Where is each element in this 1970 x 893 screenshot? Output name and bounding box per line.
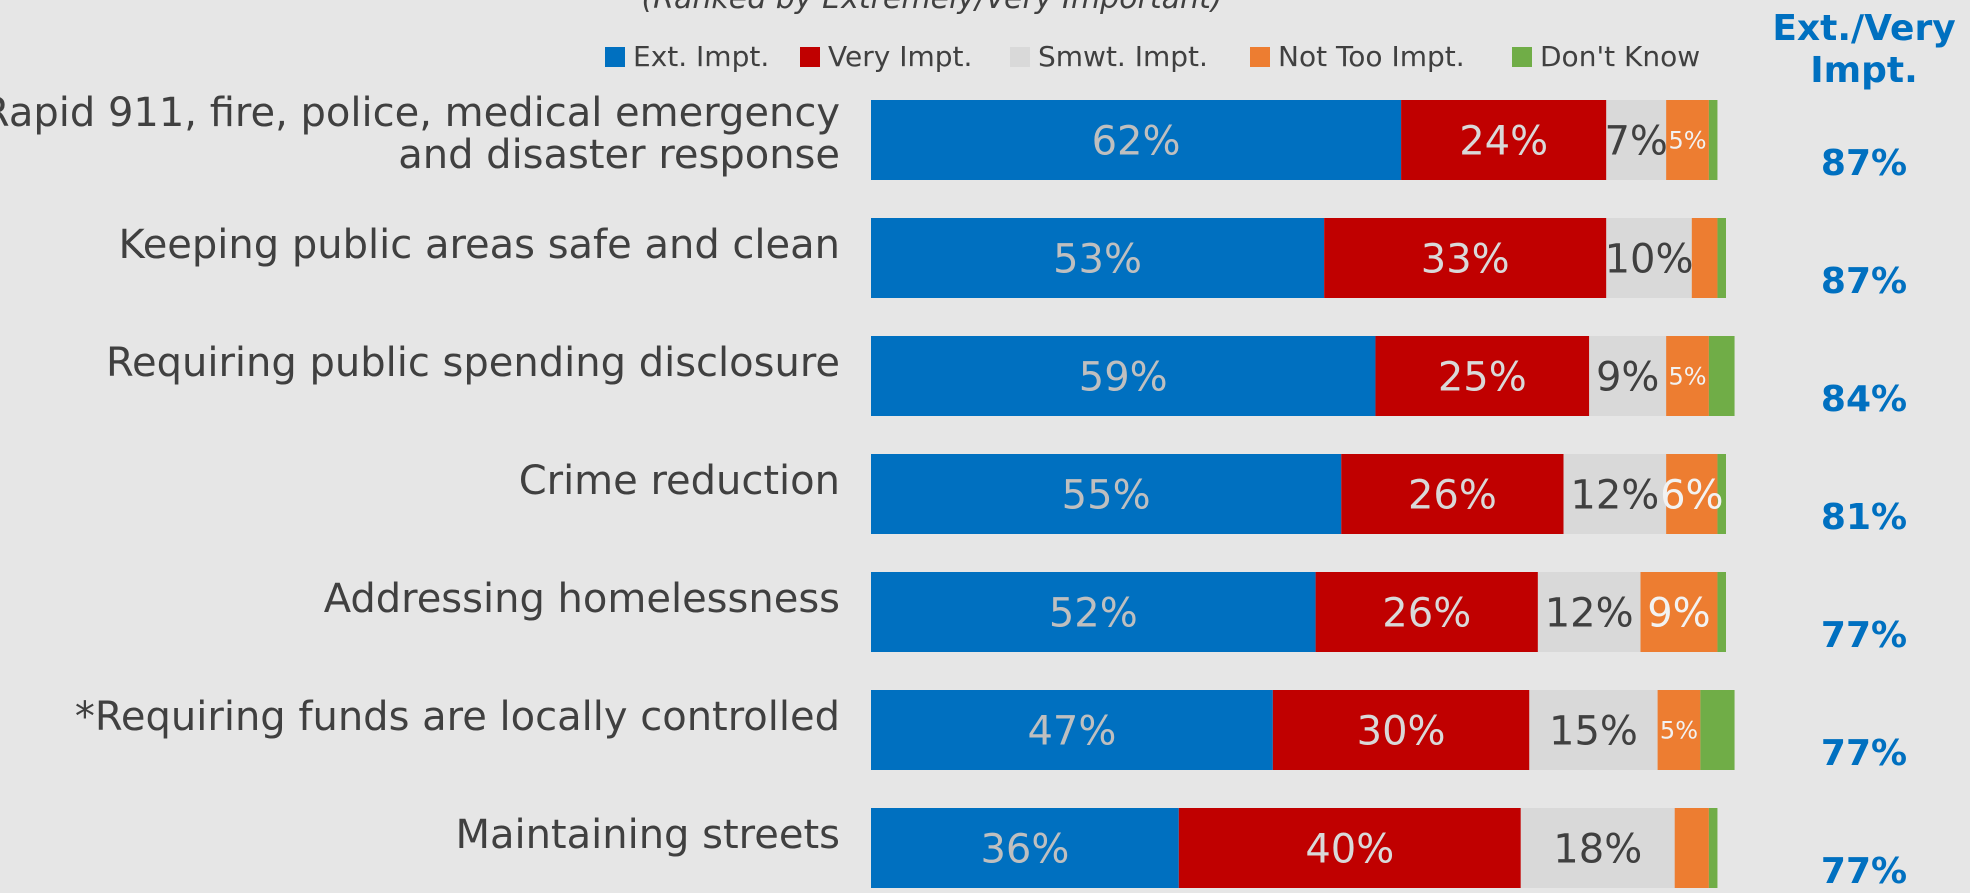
bar-segment-5-1: [1272, 690, 1530, 770]
segment-label-1-0: 53%: [1053, 236, 1142, 282]
bar-segment-3-3: [1666, 454, 1718, 534]
bar-segment-6-0: [871, 808, 1179, 888]
bar-segment-2-3: [1666, 336, 1709, 416]
bar-segment-0-2: [1606, 100, 1667, 180]
segment-label-5-1: 30%: [1357, 708, 1446, 754]
bar-segment-0-3: [1666, 100, 1709, 180]
legend-swatch-3: [1250, 47, 1270, 67]
segment-label-3-0: 55%: [1062, 472, 1151, 518]
bar-segment-6-4: [1708, 808, 1718, 888]
category-label-4: Addressing homelessness: [324, 576, 840, 622]
segment-label-6-1: 40%: [1305, 826, 1394, 872]
totals-header-line-1: Impt.: [1810, 50, 1918, 91]
segment-label-0-2: 7%: [1604, 118, 1667, 164]
bar-segment-4-2: [1537, 572, 1641, 652]
total-value-0: 87%: [1821, 143, 1907, 184]
segment-label-3-1: 26%: [1408, 472, 1497, 518]
totals-column: 87% 87% 84% 81% 77% 77% 77%: [1821, 143, 1907, 892]
total-value-6: 77%: [1821, 851, 1907, 892]
segment-label-4-3: 9%: [1647, 590, 1710, 636]
bar-segment-6-2: [1520, 808, 1675, 888]
legend-label-1: Very Impt.: [828, 40, 972, 73]
bar-segment-1-2: [1606, 218, 1692, 298]
category-label-1: Keeping public areas safe and clean: [118, 222, 840, 268]
legend-label-4: Don't Know: [1540, 40, 1700, 73]
segment-label-1-1: 33%: [1421, 236, 1510, 282]
segment-label-4-2: 12%: [1545, 590, 1634, 636]
bars: [871, 100, 1735, 888]
bar-segment-3-1: [1341, 454, 1564, 534]
bar-segment-3-2: [1563, 454, 1667, 534]
legend-label-0: Ext. Impt.: [633, 40, 769, 73]
total-value-1: 87%: [1821, 261, 1907, 302]
chart-subtitle: (Ranked by Extremely/Very Important): [641, 0, 1222, 16]
segment-label-5-2: 15%: [1549, 708, 1638, 754]
category-label-5: *Requiring funds are locally controlled: [75, 694, 840, 740]
segment-label-6-2: 18%: [1553, 826, 1642, 872]
bar-segment-5-2: [1529, 690, 1658, 770]
bar-segment-4-0: [871, 572, 1316, 652]
bar-segment-4-4: [1717, 572, 1726, 652]
total-value-2: 84%: [1821, 379, 1907, 420]
bar-segment-4-3: [1640, 572, 1718, 652]
segment-label-2-3: 5%: [1668, 363, 1706, 391]
bar-segment-2-0: [871, 336, 1376, 416]
segment-label-5-0: 47%: [1027, 708, 1116, 754]
category-label-0-line-0: Rapid 911, fire, police, medical emergen…: [0, 90, 840, 136]
segment-label-0-1: 24%: [1459, 118, 1548, 164]
category-label-0: Rapid 911, fire, police, medical emergen…: [0, 90, 840, 178]
total-value-5: 77%: [1821, 733, 1907, 774]
category-label-2: Requiring public spending disclosure: [106, 340, 840, 386]
segment-labels: 62% 24% 7% 5%53% 33% 10%59% 25% 9% 5%55% 26% 12% 6%…: [980, 118, 1723, 872]
bar-segment-6-1: [1178, 808, 1521, 888]
bar-segment-5-4: [1700, 690, 1735, 770]
bar-segment-6-3: [1674, 808, 1709, 888]
legend: Ext. Impt. Very Impt. Smwt. Impt. Not Too I…: [605, 40, 1700, 73]
category-labels: Rapid 911, fire, police, medical emergen…: [0, 90, 840, 858]
bar-segment-3-4: [1717, 454, 1726, 534]
segment-label-4-0: 52%: [1049, 590, 1138, 636]
legend-label-3: Not Too Impt.: [1278, 40, 1465, 73]
segment-label-0-0: 62%: [1092, 118, 1181, 164]
segment-label-4-1: 26%: [1382, 590, 1471, 636]
segment-label-2-0: 59%: [1079, 354, 1168, 400]
legend-swatch-1: [800, 47, 820, 67]
total-value-3: 81%: [1821, 497, 1907, 538]
bar-segment-0-0: [871, 100, 1402, 180]
category-label-6: Maintaining streets: [455, 812, 840, 858]
category-label-0-line-1: and disaster response: [398, 132, 840, 178]
bar-segment-0-1: [1401, 100, 1607, 180]
legend-swatch-4: [1512, 47, 1532, 67]
segment-label-6-0: 36%: [980, 826, 1069, 872]
segment-label-0-3: 5%: [1668, 127, 1706, 155]
segment-label-3-2: 12%: [1570, 472, 1659, 518]
segment-label-1-2: 10%: [1605, 236, 1694, 282]
bar-segment-1-1: [1324, 218, 1607, 298]
bar-segment-2-2: [1589, 336, 1667, 416]
bar-segment-4-1: [1315, 572, 1538, 652]
bar-segment-1-4: [1717, 218, 1726, 298]
category-label-3: Crime reduction: [519, 458, 840, 504]
bar-segment-1-3: [1691, 218, 1718, 298]
segment-label-2-1: 25%: [1438, 354, 1527, 400]
segment-label-5-3: 5%: [1660, 717, 1698, 745]
bar-segment-5-0: [871, 690, 1273, 770]
totals-header-line-0: Ext./Very: [1772, 8, 1955, 49]
legend-swatch-0: [605, 47, 625, 67]
bar-segment-3-0: [871, 454, 1342, 534]
segment-label-3-3: 6%: [1660, 472, 1723, 518]
legend-label-2: Smwt. Impt.: [1038, 40, 1208, 73]
total-value-4: 77%: [1821, 615, 1907, 656]
bar-segment-2-1: [1375, 336, 1590, 416]
bar-segment-2-4: [1708, 336, 1735, 416]
bar-segment-0-4: [1708, 100, 1718, 180]
legend-swatch-2: [1010, 47, 1030, 67]
segment-label-2-2: 9%: [1596, 354, 1659, 400]
bar-segment-5-3: [1657, 690, 1701, 770]
bar-segment-1-0: [871, 218, 1325, 298]
